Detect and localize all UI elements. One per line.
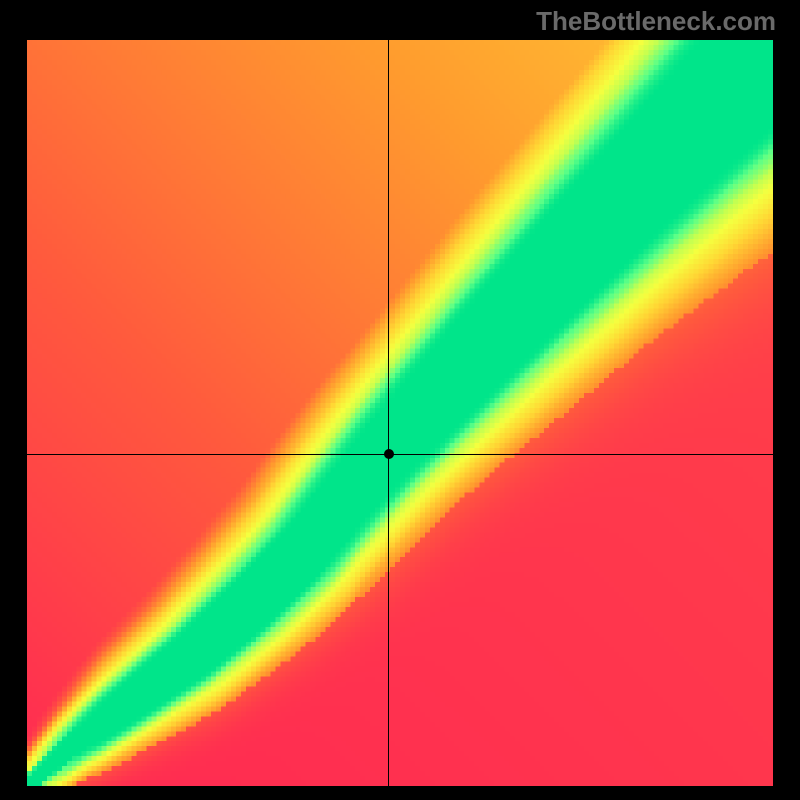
chart-container: TheBottleneck.com [0, 0, 800, 800]
crosshair-horizontal [27, 454, 773, 455]
crosshair-vertical [388, 40, 389, 786]
bottleneck-heatmap [27, 40, 773, 786]
watermark-text: TheBottleneck.com [536, 6, 776, 37]
crosshair-marker-dot [384, 449, 394, 459]
